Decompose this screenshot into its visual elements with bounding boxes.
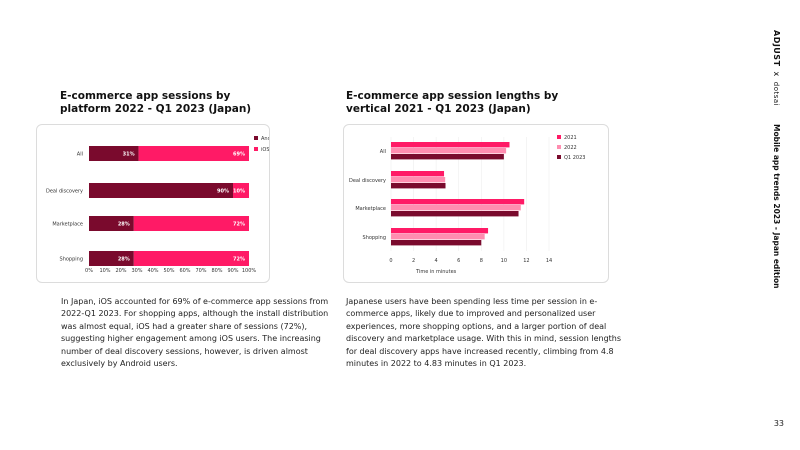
bar-android-shopping [89, 251, 134, 266]
legend-swatch-2021 [557, 135, 561, 139]
x-tick-10: 10 [501, 258, 507, 264]
data-label-ios-deal-discovery: 10% [233, 189, 245, 195]
x-tick-2: 2 [412, 258, 415, 264]
bar-ios-deal-discovery [233, 183, 249, 198]
platform-sessions-chart-card: All 31% 69% Deal discovery 90% 10% Marketplace… [36, 124, 270, 283]
session-length-chart-card: 0 2 4 6 8 10 12 14 All Deal discovery Marketplace S… [343, 124, 609, 283]
brand-lockup: ADJUST x dotsai [772, 30, 781, 106]
legend-swatch-2022 [557, 145, 561, 149]
legend-swatch-ios [254, 147, 258, 151]
legend-swatch-android [254, 136, 258, 140]
right-paragraph: Japanese users have been spending less t… [346, 297, 622, 369]
platform-sessions-chart: All 31% 69% Deal discovery 90% 10% Marketplace… [46, 136, 269, 274]
bar-2022-deal-discovery [391, 177, 446, 183]
legend-label-2022: 2022 [564, 145, 577, 151]
bar-2022-all [391, 148, 507, 154]
x-tick-8: 8 [480, 258, 483, 264]
category-label-all: All [77, 152, 83, 158]
data-label-ios-all: 69% [233, 152, 245, 158]
legend-swatch-q1-2023 [557, 155, 561, 159]
bar-2021-all [391, 142, 510, 148]
category-label-all: All [380, 149, 386, 155]
legend-label-2021: 2021 [564, 135, 577, 141]
x-tick-60-pct: 60% [179, 268, 190, 274]
x-tick-70-pct: 70% [195, 268, 206, 274]
legend-label-q1-2023: Q1 2023 [564, 155, 585, 161]
bar-2022-marketplace [391, 205, 521, 211]
x-tick-12: 12 [523, 258, 529, 264]
bar-ios-all [138, 146, 249, 161]
category-label-deal-discovery: Deal discovery [46, 189, 83, 195]
bar-q1-2023-all [391, 154, 504, 160]
data-label-ios-marketplace: 72% [233, 222, 245, 228]
x-tick-50-pct: 50% [163, 268, 174, 274]
bar-q1-2023-marketplace [391, 211, 519, 217]
x-tick-0-pct: 0% [85, 268, 93, 274]
data-label-android-marketplace: 28% [118, 222, 130, 228]
bar-android-all [89, 146, 139, 161]
bar-2021-marketplace [391, 199, 525, 205]
x-tick-0: 0 [389, 258, 392, 264]
x-tick-80-pct: 80% [211, 268, 222, 274]
right-chart-title: E-commerce app session lengths by vertic… [346, 90, 559, 115]
x-tick-14: 14 [546, 258, 552, 264]
bar-android-deal-discovery [89, 183, 233, 198]
page-number: 33 [773, 419, 784, 428]
bar-android-marketplace [89, 216, 134, 231]
x-tick-100-pct: 100% [242, 268, 257, 274]
x-tick-10-pct: 10% [99, 268, 110, 274]
x-tick-30-pct: 30% [131, 268, 142, 274]
brand-separator: x [772, 71, 781, 77]
partner-logo: dotsai [772, 81, 780, 107]
legend-label-android: Android [261, 136, 269, 142]
bar-2021-deal-discovery [391, 171, 445, 177]
bar-ios-shopping [133, 251, 249, 266]
left-paragraph: In Japan, iOS accounted for 69% of e-com… [61, 297, 329, 369]
x-tick-90-pct: 90% [227, 268, 238, 274]
category-label-marketplace: Marketplace [355, 206, 386, 212]
x-tick-20-pct: 20% [115, 268, 126, 274]
bar-ios-marketplace [133, 216, 249, 231]
category-label-deal-discovery: Deal discovery [349, 178, 386, 184]
data-label-android-all: 31% [123, 152, 135, 158]
data-label-ios-shopping: 72% [233, 257, 245, 263]
session-length-chart: 0 2 4 6 8 10 12 14 All Deal discovery Marketplace S… [349, 135, 585, 275]
bar-2021-shopping [391, 228, 489, 234]
report-title: Mobile app trends 2023 - Japan edition [772, 124, 781, 289]
category-label-shopping: Shopping [363, 235, 386, 241]
bar-q1-2023-deal-discovery [391, 183, 446, 189]
bar-2022-shopping [391, 234, 485, 240]
x-axis-label: Time in minutes [415, 269, 457, 275]
data-label-android-deal-discovery: 90% [217, 189, 229, 195]
data-label-android-shopping: 28% [118, 257, 130, 263]
x-tick-6: 6 [457, 258, 460, 264]
left-chart-title: E-commerce app sessions by platform 2022… [60, 90, 252, 115]
x-tick-40-pct: 40% [147, 268, 158, 274]
bar-q1-2023-shopping [391, 240, 482, 246]
legend-label-ios: iOS [261, 147, 269, 153]
category-label-shopping: Shopping [60, 257, 83, 263]
x-tick-4: 4 [435, 258, 438, 264]
category-label-marketplace: Marketplace [52, 222, 83, 228]
brand-logo: ADJUST [772, 30, 781, 67]
